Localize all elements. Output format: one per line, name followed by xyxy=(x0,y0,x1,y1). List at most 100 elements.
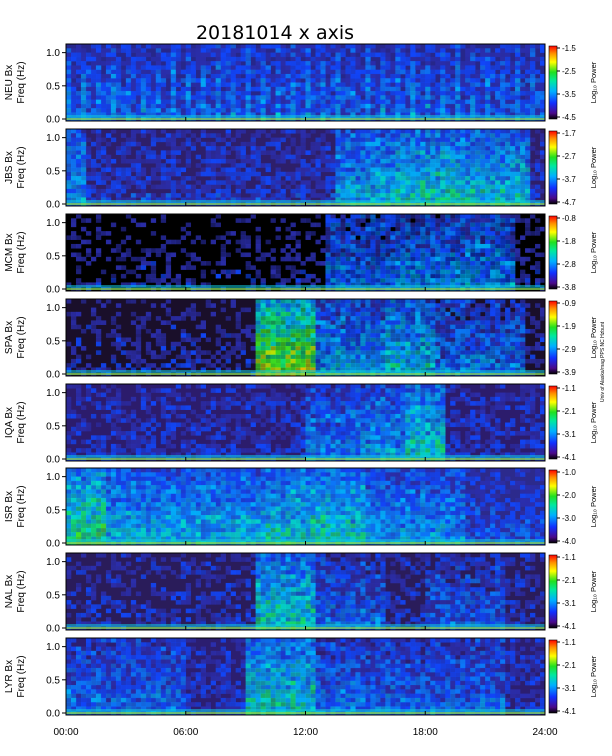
spectrogram-cell xyxy=(335,243,341,249)
spectrogram-cell xyxy=(450,158,456,164)
spectrogram-cell xyxy=(495,73,501,79)
spectrogram-cell xyxy=(240,171,246,177)
spectrogram-cell xyxy=(340,252,346,258)
spectrogram-cell xyxy=(240,146,246,151)
spectrogram-cell xyxy=(520,137,526,143)
spectrogram-cell xyxy=(540,163,546,168)
spectrogram-cell xyxy=(370,328,376,334)
spectrogram-cell xyxy=(125,269,132,275)
spectrogram-cell xyxy=(480,61,486,66)
spectrogram-cell xyxy=(320,167,326,173)
spectrogram-cell xyxy=(370,341,376,347)
spectrogram-cell xyxy=(455,103,461,109)
spectrogram-cell xyxy=(280,129,286,134)
spectrogram-cell xyxy=(350,141,356,147)
spectrogram-cell xyxy=(460,222,466,228)
spectrogram-cell xyxy=(370,69,376,75)
spectrogram-cell xyxy=(395,171,401,177)
spectrogram-cell xyxy=(350,235,356,240)
spectrogram-cell xyxy=(75,108,82,113)
spectrogram-cell xyxy=(450,99,456,105)
spectrogram-cell xyxy=(195,86,202,92)
spectrogram-cell xyxy=(440,226,446,232)
spectrogram-cell xyxy=(350,163,356,168)
spectrogram-cell xyxy=(425,341,431,347)
spectrogram-cell xyxy=(310,299,316,304)
spectrogram-cell xyxy=(535,269,541,275)
spectrogram-cell xyxy=(310,69,316,75)
spectrogram-cell xyxy=(145,78,152,83)
spectrogram-cell xyxy=(410,163,416,168)
spectrogram-cell xyxy=(470,103,476,109)
spectrogram-cell xyxy=(115,248,122,253)
spectrogram-cell xyxy=(170,163,177,168)
spectrogram-cell xyxy=(540,91,546,96)
spectrogram-cell xyxy=(170,103,177,109)
spectrogram-cell xyxy=(405,303,411,308)
spectrogram-cell xyxy=(445,171,451,177)
spectrogram-cell xyxy=(315,69,321,75)
spectrogram-cell xyxy=(330,265,336,270)
spectrogram-cell xyxy=(400,226,406,232)
spectrogram-cell xyxy=(405,367,411,373)
spectrogram-cell xyxy=(410,239,416,245)
spectrogram-cell xyxy=(430,112,436,118)
spectrogram-cell xyxy=(345,239,351,245)
spectrogram-cell xyxy=(225,48,231,53)
spectrogram-cell xyxy=(210,176,216,181)
spectrogram-cell xyxy=(430,69,436,75)
spectrogram-cell xyxy=(315,278,321,283)
spectrogram-cell xyxy=(370,141,376,147)
spectrogram-cell xyxy=(160,197,167,203)
spectrogram-cell xyxy=(225,108,231,113)
spectrogram-cell xyxy=(360,337,366,343)
spectrogram-cell xyxy=(455,91,461,96)
spectrogram-cell xyxy=(230,65,236,70)
spectrogram-cell xyxy=(425,218,431,223)
spectrogram-cell xyxy=(125,363,132,368)
spectrogram-cell xyxy=(115,243,122,249)
spectrogram-cell xyxy=(425,311,431,317)
spectrogram-cell xyxy=(105,86,112,92)
spectrogram-cell xyxy=(490,231,496,236)
spectrogram-cell xyxy=(350,320,356,325)
spectrogram-cell xyxy=(185,252,192,258)
spectrogram-cell xyxy=(330,56,336,62)
spectrogram-cell xyxy=(215,86,221,92)
spectrogram-cell xyxy=(495,150,501,155)
spectrogram-cell xyxy=(340,69,346,75)
spectrogram-cell xyxy=(500,82,506,88)
spectrogram-cell xyxy=(135,163,142,168)
spectrogram-cell xyxy=(460,265,466,270)
spectrogram-cell xyxy=(280,154,286,160)
spectrogram-cell xyxy=(355,146,361,151)
spectrogram-cell xyxy=(315,261,321,266)
spectrogram-cell xyxy=(240,231,246,236)
spectrogram-cell xyxy=(330,214,336,219)
spectrogram-cell xyxy=(450,69,456,75)
spectrogram-cell xyxy=(345,222,351,228)
spectrogram-cell xyxy=(520,146,526,151)
spectrogram-cell xyxy=(385,341,391,347)
spectrogram-cell xyxy=(145,146,152,151)
spectrogram-cell xyxy=(415,269,421,275)
spectrogram-cell xyxy=(430,363,436,368)
spectrogram-cell xyxy=(295,337,301,343)
spectrogram-cell xyxy=(235,82,241,88)
spectrogram-cell xyxy=(195,346,202,351)
spectrogram-cell xyxy=(340,261,346,266)
spectrogram-cell xyxy=(245,48,251,53)
spectrogram-cell xyxy=(395,358,401,364)
spectrogram-cell xyxy=(345,91,351,96)
spectrogram-cell xyxy=(205,197,211,203)
spectrogram-cell xyxy=(450,103,456,109)
spectrogram-cell xyxy=(465,150,471,155)
spectrogram-cell xyxy=(335,44,341,49)
spectrogram-cell xyxy=(240,163,246,168)
spectrogram-cell xyxy=(505,61,511,66)
spectrogram-cell xyxy=(150,86,157,92)
spectrogram-cell xyxy=(410,350,416,355)
spectrogram-cell xyxy=(320,65,326,70)
spectrogram-cell xyxy=(155,103,162,109)
spectrogram-cell xyxy=(305,99,311,105)
